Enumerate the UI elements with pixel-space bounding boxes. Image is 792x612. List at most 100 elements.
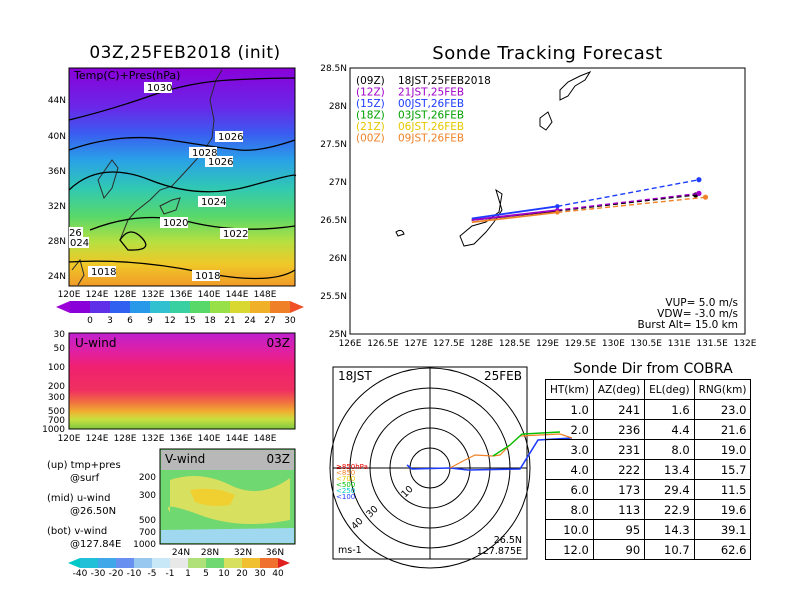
lon-tick-label: 130.5E	[631, 339, 663, 349]
svg-text:148E: 148E	[254, 434, 277, 444]
cobra-title: Sonde Dir from COBRA	[573, 361, 733, 377]
svg-text:24: 24	[244, 316, 256, 326]
isobar-label: 1024	[201, 197, 226, 208]
track-descent-line	[557, 196, 706, 214]
legend-code: (18Z)	[356, 110, 385, 122]
table-row: 8.0 113 22.9 19.6	[545, 499, 752, 520]
hodo-level-label: <850	[336, 469, 355, 477]
svg-text:@26.50N: @26.50N	[70, 506, 116, 517]
svg-text:18: 18	[204, 316, 216, 326]
lat-tick-label: 27.5N	[320, 140, 347, 150]
svg-text:144E: 144E	[226, 434, 249, 444]
cobra-table: HT(km) AZ(deg) EL(deg) RNG(km) 1.0 241 1.6 23.0…	[545, 379, 752, 560]
svg-text:700: 700	[48, 416, 65, 426]
uwind-label: U-wind	[75, 336, 116, 350]
table-cell: 1.0	[545, 399, 594, 420]
table-row: 4.0 222 13.4 15.7	[545, 459, 752, 480]
svg-text:124E: 124E	[86, 290, 109, 300]
vwind-time: 03Z	[267, 452, 291, 466]
isobar-label: 1026	[218, 132, 243, 143]
svg-text:1000: 1000	[133, 540, 156, 550]
track-endpoint	[696, 177, 702, 183]
svg-text:28N: 28N	[201, 548, 219, 558]
svg-text:144E: 144E	[226, 290, 249, 300]
tracking-lon-ticks: 126E 126.5E 127E 127.5E 128E 128.5E 129E 129.5E…	[339, 339, 757, 349]
svg-text:30: 30	[284, 316, 296, 326]
hodo-unit: ms-1	[338, 545, 362, 556]
table-header-row: HT(km) AZ(deg) EL(deg) RNG(km)	[545, 379, 752, 400]
tracking-lat-ticks: 28.5N 28N 27.5N 27N 26.5N 26N 25.5N 25N	[320, 64, 347, 340]
isobar-label: 1020	[163, 218, 188, 229]
track-ascent-line	[471, 209, 558, 221]
table-row: 6.0 173 29.4 11.5	[545, 479, 752, 500]
table-row: 3.0 231 8.0 19.0	[545, 439, 752, 460]
hodo-date: 25FEB	[484, 369, 522, 383]
table-row: 1.0 241 1.6 23.0	[545, 399, 752, 420]
launch-params: VUP= 5.0 m/s VDW= -3.0 m/s Burst Alt= 15…	[638, 297, 738, 331]
lat-tick-label: 25N	[329, 330, 347, 340]
table-cell: 19.6	[693, 499, 752, 520]
legend-code: (09Z)	[356, 75, 385, 87]
svg-text:148E: 148E	[254, 290, 277, 300]
svg-text:20: 20	[236, 569, 248, 579]
svg-text:@surf: @surf	[70, 473, 100, 484]
svg-text:24N: 24N	[172, 548, 190, 558]
vwind-p-ticks: 200 300 500 700 1000	[133, 473, 156, 550]
legend-code: (15Z)	[356, 98, 385, 110]
table-cell: 8.0	[545, 499, 594, 520]
lat-tick-label: 28.5N	[320, 64, 347, 74]
hodo-level-label: <700	[336, 475, 355, 483]
svg-text:136E: 136E	[170, 290, 193, 300]
table-cell: 62.6	[693, 539, 752, 560]
lon-tick-label: 127.5E	[433, 339, 465, 349]
lon-tick-label: 132E	[734, 339, 757, 349]
tracking-legend: (09Z) 18JST,25FEB2018 (12Z) 21JST,25FEB (15Z…	[356, 75, 491, 145]
svg-text:27: 27	[264, 316, 275, 326]
svg-text:132E: 132E	[142, 434, 165, 444]
svg-text:300: 300	[139, 491, 156, 501]
hodo-level-label: ≥850hPa	[336, 463, 368, 471]
legend-code: (12Z)	[356, 87, 385, 99]
svg-text:200: 200	[139, 473, 156, 483]
isobar-label: 1026	[208, 157, 233, 168]
wind-colorbar-ticks: -40 -30 -20 -10 -5 -1 1 5 10 20 30 40	[73, 569, 284, 579]
table-cell: 236	[592, 419, 646, 440]
table-cell: 13.4	[644, 459, 695, 480]
svg-text:0: 0	[87, 316, 93, 326]
lon-tick-label: 131.5E	[696, 339, 728, 349]
lon-tick-label: 126E	[339, 339, 362, 349]
left-legend: (up) tmp+pres @surf (mid) u-wind @26.50N…	[47, 460, 121, 550]
table-cell: 173	[592, 479, 646, 500]
legend-label: 06JST,26FEB	[398, 121, 464, 133]
table-header-cell: AZ(deg)	[592, 379, 646, 400]
isobar-label: 1018	[91, 267, 116, 278]
svg-text:1000: 1000	[42, 425, 65, 435]
svg-text:-1: -1	[166, 569, 175, 579]
table-header-cell: HT(km)	[545, 379, 594, 400]
isobars	[68, 77, 297, 280]
svg-text:132E: 132E	[142, 290, 165, 300]
table-cell: 4.0	[545, 459, 594, 480]
table-cell: 95	[592, 519, 646, 540]
track-endpoint	[702, 194, 709, 200]
hodo-level-label: <250	[336, 487, 355, 495]
temperature-map	[68, 67, 296, 287]
svg-text:140E: 140E	[198, 290, 221, 300]
svg-text:-20: -20	[109, 569, 124, 579]
tracking-title: Sonde Tracking Forecast	[432, 43, 663, 64]
svg-text:-30: -30	[91, 569, 106, 579]
lat-tick-label: 26N	[329, 254, 347, 264]
svg-text:(mid) u-wind: (mid) u-wind	[47, 493, 110, 504]
lon-tick-label: 130E	[602, 339, 625, 349]
lon-tick-label: 126.5E	[367, 339, 399, 349]
table-header-cell: RNG(km)	[693, 379, 752, 400]
table-cell: 2.0	[545, 419, 594, 440]
svg-text:36N: 36N	[266, 548, 284, 558]
svg-text:3: 3	[107, 316, 113, 326]
isobar-label: 024	[70, 238, 89, 249]
table-row: 2.0 236 4.4 21.6	[545, 419, 752, 440]
svg-text:(bot) v-wind: (bot) v-wind	[47, 526, 107, 537]
hodo-lon: 127.875E	[477, 546, 522, 557]
svg-text:44N: 44N	[48, 96, 66, 106]
legend-label: 03JST,26FEB	[398, 110, 464, 122]
